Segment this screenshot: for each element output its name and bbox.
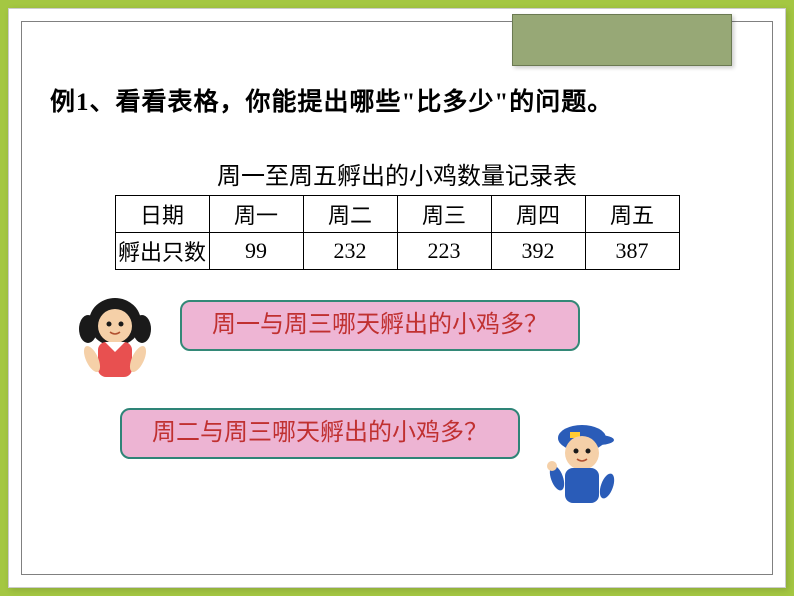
table-title: 周一至周五孵出的小鸡数量记录表 [50,156,744,191]
table-cell: 223 [397,233,491,270]
boy-character-icon [540,418,625,513]
table-row: 孵出只数 99 232 223 392 387 [115,233,679,270]
table-cell: 387 [585,233,679,270]
data-table: 日期 周一 周二 周三 周四 周五 孵出只数 99 232 223 392 38… [115,195,680,270]
bubble-row-1: 周一与周三哪天孵出的小鸡多？ [50,300,744,380]
table-header-cell: 周一 [209,196,303,233]
table-header-cell: 周三 [397,196,491,233]
girl-character-icon [70,294,160,389]
table-header-cell: 日期 [115,196,209,233]
table-cell: 孵出只数 [115,233,209,270]
bubble-row-2: 周二与周三哪天孵出的小鸡多？ [50,408,744,498]
speech-bubble-1: 周一与周三哪天孵出的小鸡多？ [180,300,580,351]
table-header-cell: 周二 [303,196,397,233]
content-area: 例1、看看表格，你能提出哪些"比多少"的问题。 周一至周五孵出的小鸡数量记录表 … [50,82,744,498]
table-cell: 232 [303,233,397,270]
table-cell: 392 [491,233,585,270]
example-heading: 例1、看看表格，你能提出哪些"比多少"的问题。 [50,82,744,118]
table-cell: 99 [209,233,303,270]
slide-card: 例1、看看表格，你能提出哪些"比多少"的问题。 周一至周五孵出的小鸡数量记录表 … [8,8,786,588]
table-header-cell: 周四 [491,196,585,233]
corner-decoration [512,14,732,66]
table-header-row: 日期 周一 周二 周三 周四 周五 [115,196,679,233]
speech-bubble-2: 周二与周三哪天孵出的小鸡多？ [120,408,520,459]
inner-border: 例1、看看表格，你能提出哪些"比多少"的问题。 周一至周五孵出的小鸡数量记录表 … [21,21,773,575]
table-header-cell: 周五 [585,196,679,233]
